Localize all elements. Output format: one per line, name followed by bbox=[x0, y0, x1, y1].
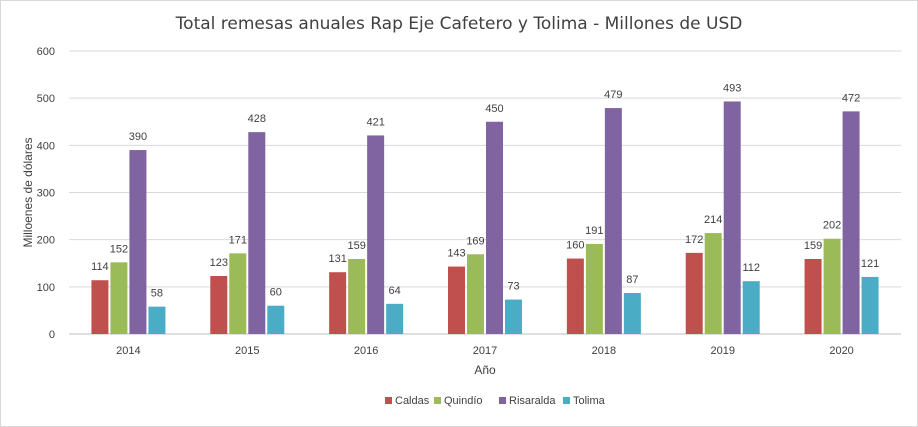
x-tick-label: 2018 bbox=[592, 345, 616, 357]
bar-tolima-2015 bbox=[267, 305, 285, 334]
y-tick-label: 300 bbox=[37, 188, 55, 200]
y-tick-label: 600 bbox=[37, 46, 55, 58]
bar-risaralda-2020 bbox=[842, 111, 860, 334]
bars bbox=[91, 101, 879, 335]
data-label: 191 bbox=[585, 225, 603, 237]
data-label: 493 bbox=[723, 82, 741, 94]
bar-tolima-2017 bbox=[505, 299, 522, 334]
data-label: 131 bbox=[328, 253, 346, 265]
bar-caldas-2015 bbox=[210, 275, 228, 334]
bar-caldas-2018 bbox=[566, 258, 584, 334]
x-tick-label: 2019 bbox=[710, 345, 734, 357]
legend-swatch-quindío bbox=[434, 397, 441, 404]
y-tick-label: 100 bbox=[37, 282, 55, 294]
bar-caldas-2016 bbox=[329, 272, 347, 334]
data-label: 159 bbox=[347, 240, 365, 252]
data-labels: 1141523905812317142860131159421641431694… bbox=[91, 82, 879, 299]
chart-title: Total remesas anuales Rap Eje Cafetero y… bbox=[175, 14, 743, 34]
y-tick-label: 0 bbox=[49, 329, 55, 341]
data-label: 87 bbox=[626, 274, 638, 286]
x-axis-ticks: 2014 2015 2016 2017 2018 2019 2020 bbox=[116, 345, 854, 357]
bar-risaralda-2018 bbox=[604, 108, 622, 335]
bar-tolima-2019 bbox=[742, 281, 760, 334]
bar-quindío-2019 bbox=[704, 233, 722, 334]
bar-quindío-2020 bbox=[823, 238, 841, 334]
data-label: 114 bbox=[91, 261, 109, 273]
x-tick-label: 2020 bbox=[829, 345, 853, 357]
bar-tolima-2018 bbox=[623, 292, 641, 334]
bar-caldas-2019 bbox=[685, 252, 703, 334]
legend-swatch-caldas bbox=[385, 397, 392, 404]
bar-caldas-2017 bbox=[448, 266, 465, 334]
data-label: 160 bbox=[566, 240, 584, 252]
data-label: 450 bbox=[485, 103, 503, 115]
bar-tolima-2020 bbox=[861, 276, 879, 334]
data-label: 143 bbox=[447, 248, 465, 260]
data-label: 121 bbox=[861, 258, 879, 270]
x-tick-label: 2016 bbox=[354, 345, 378, 357]
legend: Caldas Quindío Risaralda Tolima bbox=[385, 395, 606, 407]
legend-swatch-risaralda bbox=[499, 397, 506, 404]
data-label: 428 bbox=[248, 113, 266, 125]
data-label: 202 bbox=[823, 220, 841, 232]
data-label: 390 bbox=[129, 131, 147, 143]
y-tick-label: 400 bbox=[37, 140, 55, 152]
bar-quindío-2016 bbox=[348, 259, 366, 334]
bar-quindío-2014 bbox=[110, 262, 128, 334]
bar-risaralda-2017 bbox=[486, 121, 503, 334]
data-label: 214 bbox=[704, 214, 722, 226]
bar-risaralda-2015 bbox=[248, 132, 266, 334]
legend-label: Risaralda bbox=[509, 395, 556, 407]
data-label: 152 bbox=[110, 243, 128, 255]
data-label: 472 bbox=[842, 92, 860, 104]
data-label: 159 bbox=[804, 240, 822, 252]
bar-tolima-2014 bbox=[148, 306, 166, 334]
y-tick-label: 200 bbox=[37, 235, 55, 247]
x-axis-title: Año bbox=[474, 363, 496, 377]
bar-quindío-2017 bbox=[467, 254, 484, 334]
legend-label: Tolima bbox=[573, 395, 606, 407]
y-axis-ticks: 0 100 200 300 400 500 600 bbox=[37, 46, 55, 341]
data-label: 60 bbox=[270, 287, 282, 299]
bar-risaralda-2019 bbox=[723, 101, 741, 335]
data-label: 73 bbox=[507, 281, 519, 293]
y-tick-label: 500 bbox=[37, 93, 55, 105]
gridlines bbox=[69, 50, 901, 335]
data-label: 58 bbox=[151, 288, 163, 300]
data-label: 479 bbox=[604, 89, 622, 101]
legend-label: Quindío bbox=[444, 395, 483, 407]
data-label: 64 bbox=[389, 285, 401, 297]
data-label: 123 bbox=[210, 257, 228, 269]
y-axis-title: Milloenes de dólares bbox=[21, 137, 35, 247]
x-tick-label: 2014 bbox=[116, 345, 140, 357]
data-label: 169 bbox=[466, 235, 484, 247]
data-label: 112 bbox=[742, 262, 760, 274]
bar-tolima-2016 bbox=[386, 303, 404, 334]
bar-caldas-2020 bbox=[804, 259, 822, 334]
bar-caldas-2014 bbox=[91, 280, 109, 334]
data-label: 421 bbox=[366, 116, 384, 128]
bar-quindío-2018 bbox=[585, 243, 603, 334]
bar-risaralda-2014 bbox=[129, 150, 147, 334]
data-label: 171 bbox=[229, 234, 247, 246]
bar-quindío-2015 bbox=[229, 253, 247, 334]
bar-risaralda-2016 bbox=[367, 135, 385, 334]
legend-label: Caldas bbox=[395, 395, 430, 407]
legend-swatch-tolima bbox=[563, 397, 570, 404]
x-tick-label: 2015 bbox=[235, 345, 259, 357]
data-label: 172 bbox=[685, 234, 703, 246]
x-tick-label: 2017 bbox=[473, 345, 497, 357]
